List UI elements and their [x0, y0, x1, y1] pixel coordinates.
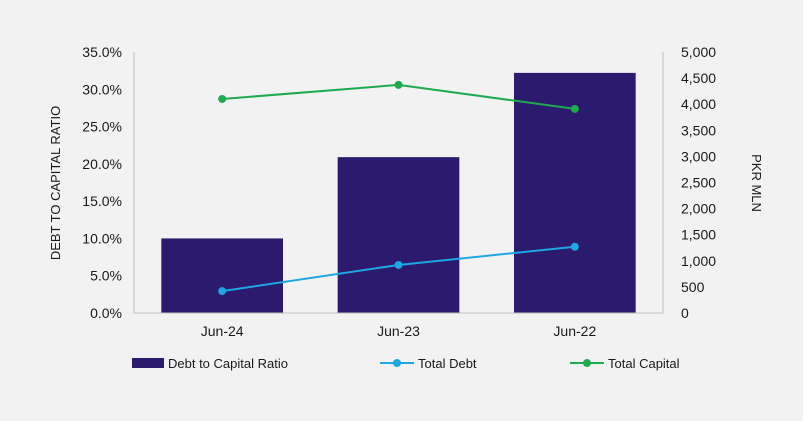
y-right-tick-label: 5,000: [681, 44, 716, 60]
bar: [337, 157, 460, 313]
y-right-tick-label: 1,000: [681, 253, 716, 269]
series-point: [394, 80, 403, 89]
legend-label: Total Capital: [608, 356, 680, 371]
y-right-tick-label: 4,500: [681, 70, 716, 86]
y-left-axis: 0.0% 5.0% 10.0% 15.0% 20.0% 25.0% 30.0% 35.0%: [82, 44, 122, 321]
y-right-tick-label: 2,000: [681, 201, 716, 217]
x-tick-label: Jun-24: [201, 323, 244, 339]
y-left-tick-label: 0.0%: [90, 305, 122, 321]
y-right-tick-label: 0: [681, 305, 689, 321]
lines: [218, 80, 579, 296]
bar: [513, 72, 636, 313]
y-left-tick-label: 35.0%: [82, 44, 122, 60]
y-right-tick-label: 3,000: [681, 148, 716, 164]
legend-label: Total Debt: [418, 356, 477, 371]
x-axis: Jun-24 Jun-23 Jun-22: [201, 323, 597, 339]
y-right-axis-title: PKR MLN: [749, 154, 764, 212]
y-left-tick-label: 10.0%: [82, 230, 122, 246]
legend-swatch: [132, 358, 164, 368]
x-tick-label: Jun-22: [553, 323, 596, 339]
y-right-tick-label: 2,500: [681, 175, 716, 191]
bars: [161, 72, 636, 313]
series-point: [218, 94, 227, 103]
y-left-tick-label: 25.0%: [82, 119, 122, 135]
y-right-tick-label: 3,500: [681, 122, 716, 138]
y-right-tick-label: 4,000: [681, 96, 716, 112]
legend-marker: [393, 359, 401, 367]
y-left-axis-title: DEBT TO CAPITAL RATIO: [48, 106, 63, 260]
bar: [161, 238, 284, 313]
y-right-tick-label: 1,500: [681, 227, 716, 243]
series-point: [218, 287, 227, 296]
series-point: [570, 242, 579, 251]
y-left-tick-label: 30.0%: [82, 81, 122, 97]
x-tick-label: Jun-23: [377, 323, 420, 339]
y-right-tick-label: 500: [681, 279, 705, 295]
series-point: [394, 260, 403, 269]
y-right-axis: 0 500 1,000 1,500 2,000 2,500 3,000 3,500 4,000 4…: [681, 44, 716, 321]
series-point: [570, 104, 579, 113]
y-left-tick-label: 5.0%: [90, 268, 122, 284]
legend-label: Debt to Capital Ratio: [168, 356, 288, 371]
y-left-tick-label: 20.0%: [82, 156, 122, 172]
legend-marker: [583, 359, 591, 367]
legend: Debt to Capital Ratio Total Debt Total Cap…: [132, 356, 680, 371]
y-left-tick-label: 15.0%: [82, 193, 122, 209]
